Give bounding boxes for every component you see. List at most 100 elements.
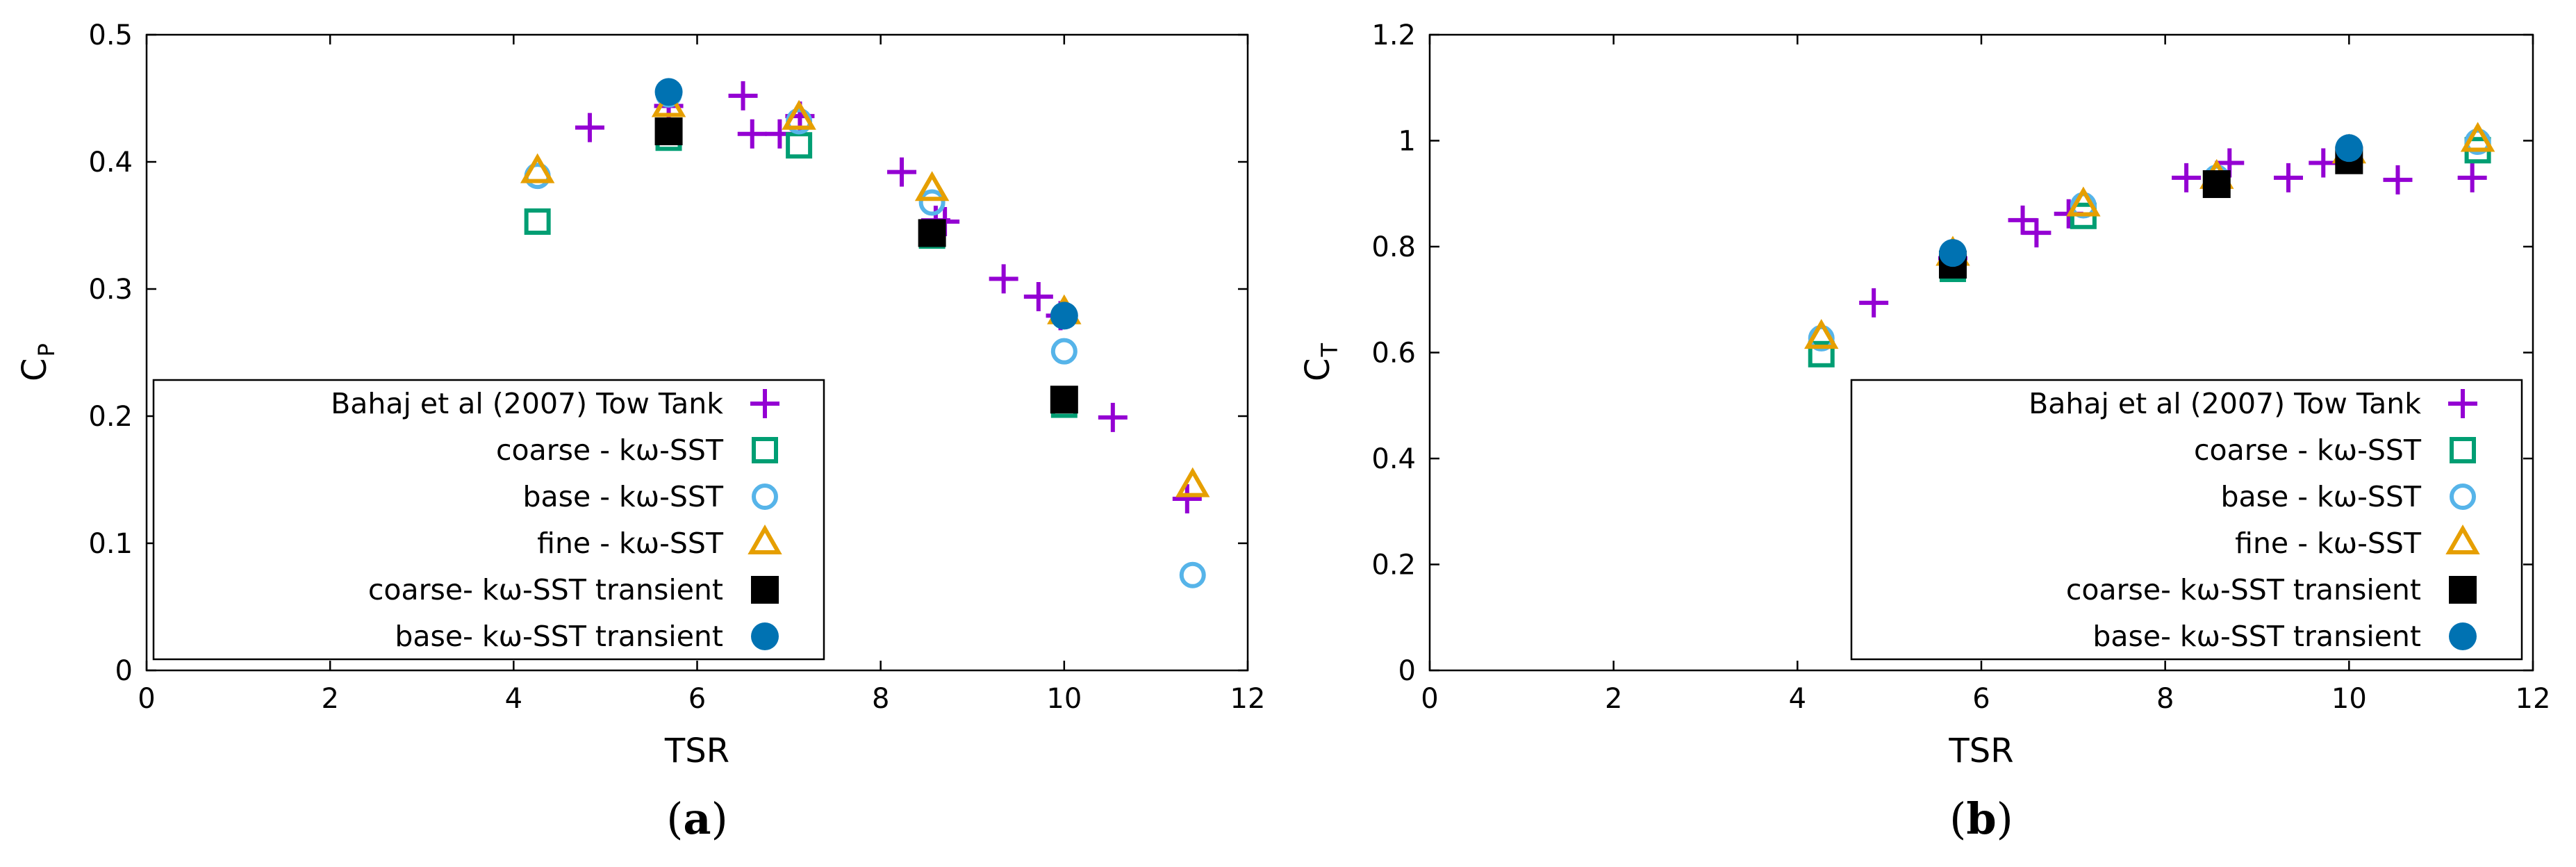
y-tick-label: 0.4 <box>1371 443 1416 475</box>
legend-marker <box>751 622 779 650</box>
data-point <box>728 81 758 110</box>
x-tick-label: 0 <box>1421 683 1438 715</box>
panel-label-open: ( <box>666 793 683 844</box>
y-tick-label: 0 <box>115 655 133 687</box>
legend-label: fine - kω-SST <box>537 527 724 560</box>
data-point <box>2273 163 2303 192</box>
legend-marker <box>2445 524 2480 555</box>
y-tick-label: 1.2 <box>1371 19 1416 51</box>
y-tick-label: 0.2 <box>88 401 133 433</box>
data-point <box>782 99 816 130</box>
x-tick-label: 6 <box>688 683 706 715</box>
data-point <box>654 78 683 106</box>
x-tick-label: 10 <box>2331 683 2367 715</box>
data-point <box>1175 467 1210 497</box>
panel-label: (a) <box>666 793 728 844</box>
y-tick-label: 0.4 <box>88 147 133 179</box>
y-tick-label: 0.8 <box>1371 231 1416 263</box>
panel-label-letter: a <box>683 793 711 844</box>
data-point <box>1050 302 1078 330</box>
legend-label: base- kω-SST transient <box>395 620 723 653</box>
series-0 <box>1859 148 2487 317</box>
legend-label: fine - kω-SST <box>2235 527 2422 560</box>
data-point <box>520 153 555 183</box>
series-3 <box>1804 122 2495 349</box>
legend-label: coarse- kω-SST transient <box>2066 573 2421 606</box>
data-point <box>654 117 683 146</box>
y-tick-label: 0.3 <box>88 274 133 306</box>
series-2 <box>1808 129 2491 352</box>
x-tick-label: 4 <box>505 683 522 715</box>
x-tick-label: 12 <box>1230 683 1266 715</box>
legend-marker <box>751 576 779 604</box>
y-axis-title: CP <box>15 343 60 381</box>
x-tick-label: 4 <box>1789 683 1806 715</box>
series-1 <box>1808 137 2491 368</box>
data-point <box>1938 239 1967 267</box>
data-point <box>1179 561 1206 588</box>
legend-marker <box>748 524 782 555</box>
y-tick-label: 0.5 <box>88 19 133 51</box>
data-point <box>989 264 1018 294</box>
data-point <box>2022 218 2051 248</box>
x-tick-label: 6 <box>1972 683 1990 715</box>
series-5 <box>1938 134 2363 267</box>
legend-marker <box>2450 484 2476 510</box>
legend: Bahaj et al (2007) Tow Tank coarse - kω-S… <box>1850 379 2523 661</box>
panel-label-letter: b <box>1966 793 1996 844</box>
y-axis-title-main: C <box>1298 358 1337 382</box>
y-tick-label: 0.1 <box>88 528 133 560</box>
y-axis-title-main: C <box>15 358 54 382</box>
y-axis-title-sub: T <box>1316 343 1343 358</box>
legend-label: base - kω-SST <box>522 480 724 513</box>
legend-label: coarse - kω-SST <box>2194 434 2422 467</box>
panel-label-open: ( <box>1949 793 1966 844</box>
legend-box <box>152 379 825 661</box>
x-tick-label: 10 <box>1046 683 1082 715</box>
series-1 <box>524 124 1078 418</box>
x-tick-label: 2 <box>321 683 338 715</box>
data-point <box>914 171 950 201</box>
legend-label: Bahaj et al (2007) Tow Tank <box>2029 387 2421 420</box>
data-point <box>1808 340 1835 368</box>
data-point <box>737 119 767 149</box>
chart-panel-a: 0 2 4 6 8 10 12 0 0.1 0.2 0.3 0.4 0.5 TSR CP (a) Bahaj e… <box>15 19 1265 844</box>
data-point <box>524 208 551 236</box>
data-point <box>2008 205 2038 235</box>
data-point <box>786 132 813 159</box>
panel-label-close: ) <box>711 793 728 844</box>
data-point <box>2202 170 2231 199</box>
chart-panel-b: 0 2 4 6 8 10 12 0 0.2 0.4 0.6 0.8 1 1.2 TSR CT (b) Bahaj … <box>1298 19 2550 844</box>
panel-label-close: ) <box>1997 793 2013 844</box>
data-point <box>887 157 917 187</box>
data-point <box>1098 402 1128 432</box>
x-tick-label: 8 <box>872 683 889 715</box>
series-5 <box>654 78 1078 330</box>
data-point <box>1050 338 1078 365</box>
legend-marker <box>752 484 778 510</box>
data-point <box>2460 122 2495 152</box>
legend: Bahaj et al (2007) Tow Tank coarse - kω-S… <box>152 379 825 661</box>
data-point <box>918 219 946 247</box>
legend-marker <box>2448 389 2477 418</box>
y-axis-title-sub: P <box>33 343 60 356</box>
legend-label: Bahaj et al (2007) Tow Tank <box>331 387 723 420</box>
data-point <box>1859 288 1889 317</box>
series-4 <box>1938 146 2363 279</box>
y-tick-label: 1 <box>1398 126 1416 158</box>
legend-label: base- kω-SST transient <box>2092 620 2421 653</box>
legend-label: base - kω-SST <box>2220 480 2422 513</box>
data-point <box>1050 386 1078 414</box>
data-point <box>2335 134 2363 163</box>
x-tick-label: 0 <box>138 683 155 715</box>
data-point <box>1023 281 1053 311</box>
data-point <box>918 189 946 216</box>
data-point <box>1804 319 1839 349</box>
legend-marker <box>2449 622 2477 650</box>
legend-marker <box>2450 437 2476 463</box>
y-tick-label: 0.2 <box>1371 550 1416 581</box>
data-point <box>2172 163 2202 192</box>
x-axis-title: TSR <box>1948 732 2013 770</box>
data-point <box>575 113 604 142</box>
y-tick-label: 0 <box>1398 655 1416 687</box>
